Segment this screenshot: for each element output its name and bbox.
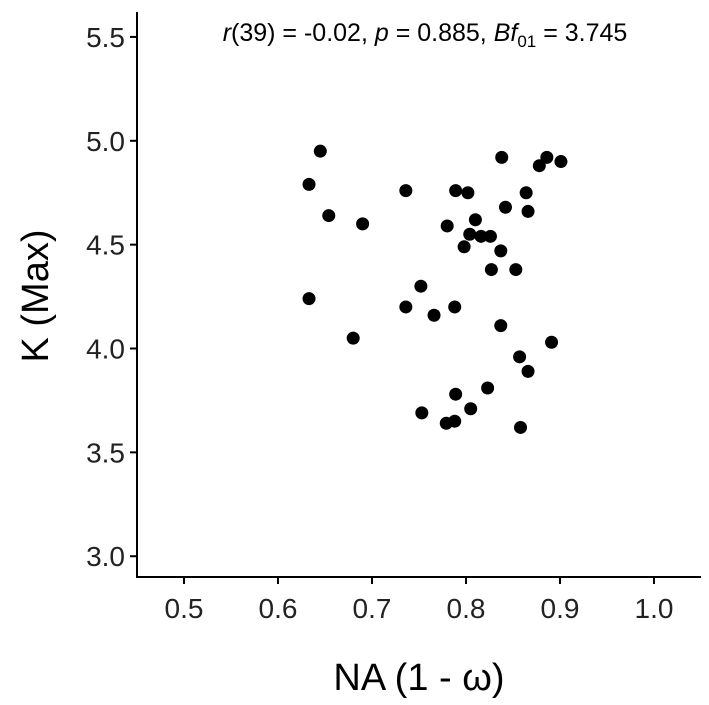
data-point (415, 406, 429, 420)
data-point (346, 331, 360, 345)
x-tick-label: 0.6 (259, 593, 298, 624)
y-tick-label: 4.5 (86, 230, 125, 261)
data-point (440, 219, 454, 233)
data-point (468, 213, 482, 227)
data-point (461, 186, 475, 200)
data-point (448, 414, 462, 428)
data-point (427, 308, 441, 322)
x-tick-label: 0.9 (541, 593, 580, 624)
bf-label: Bf (494, 19, 521, 47)
x-axis-ticks: 0.5 0.6 0.7 0.8 0.9 1.0 (165, 577, 674, 624)
y-axis-title: K (Max) (15, 230, 57, 363)
data-point (322, 209, 336, 223)
data-point (464, 402, 478, 416)
bf-value: = 3.745 (536, 19, 627, 47)
axes (136, 12, 701, 578)
data-point (448, 300, 462, 314)
p-label: p (374, 19, 389, 47)
data-point (521, 364, 535, 378)
data-point (302, 177, 316, 191)
data-point (484, 263, 498, 277)
data-point (498, 200, 512, 214)
data-point (399, 300, 413, 314)
data-point (545, 335, 559, 349)
data-point (554, 155, 568, 169)
y-axis-ticks: 3.0 3.5 4.0 4.5 5.0 5.5 (86, 22, 137, 572)
data-point (519, 186, 533, 200)
r-value: (39) = -0.02, (231, 19, 375, 47)
data-point (414, 279, 428, 293)
data-point (494, 244, 508, 258)
data-point (521, 204, 535, 218)
data-point (449, 387, 463, 401)
y-tick-label: 4.0 (86, 334, 125, 365)
data-point (513, 350, 527, 364)
p-value: = 0.885, (389, 19, 494, 47)
x-tick-label: 0.7 (353, 593, 392, 624)
y-tick-label: 5.0 (86, 126, 125, 157)
data-point (313, 144, 327, 158)
data-point (481, 381, 495, 395)
data-point (495, 150, 509, 164)
x-axis-title: NA (1 - ω) (333, 657, 504, 699)
data-point (483, 229, 497, 243)
stats-annotation: r(39) = -0.02, p = 0.885, Bf01 = 3.745 (223, 19, 628, 51)
data-points (302, 144, 568, 434)
data-point (457, 240, 471, 254)
data-point (532, 159, 546, 173)
r-label: r (223, 19, 233, 47)
data-point (356, 217, 370, 231)
x-tick-label: 0.5 (165, 593, 204, 624)
y-tick-label: 3.5 (86, 437, 125, 468)
x-tick-label: 0.8 (447, 593, 486, 624)
y-tick-label: 3.0 (86, 541, 125, 572)
x-tick-label: 1.0 (635, 593, 674, 624)
data-point (449, 184, 463, 198)
data-point (494, 319, 508, 333)
data-point (399, 184, 413, 198)
data-point (474, 229, 488, 243)
data-point (463, 227, 477, 241)
data-point (509, 263, 523, 277)
bf-subscript: 01 (517, 32, 536, 51)
y-tick-label: 5.5 (86, 22, 125, 53)
data-point (514, 420, 528, 434)
data-point (302, 292, 316, 306)
data-point (540, 150, 554, 164)
